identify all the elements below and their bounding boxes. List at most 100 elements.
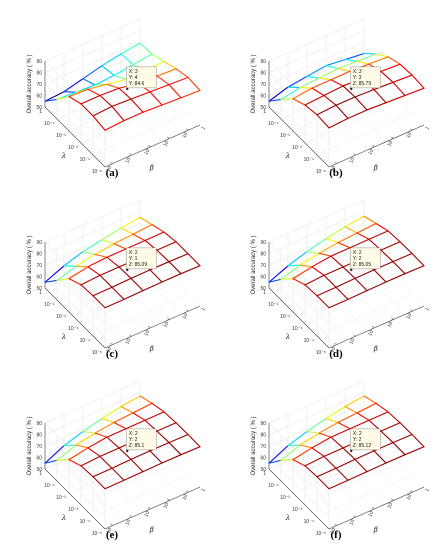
surface-edge: [287, 86, 301, 89]
surface-edge: [316, 295, 330, 309]
surface-edge: [130, 277, 144, 292]
surface-edge: [139, 42, 153, 55]
surface-mesh: [44, 395, 201, 490]
lambda-tick-label: 10⁻⁴: [304, 157, 314, 163]
datatip-line: Y: 2: [353, 437, 362, 443]
datatip-line: Y: 2: [129, 437, 138, 443]
surface-edge: [325, 238, 339, 244]
axes: [268, 242, 425, 349]
surface-edge: [335, 467, 349, 481]
surface-edge: [292, 278, 306, 286]
surface-edge: [94, 243, 115, 255]
datatip[interactable]: X: 2Y: 1Z: 85.09: [126, 247, 157, 272]
surface-edge: [130, 269, 151, 279]
datatip[interactable]: X: 3Y: 3Z: 85.79: [350, 66, 381, 91]
surface-edge: [94, 421, 115, 434]
surface-edge: [304, 455, 325, 467]
surface-edge: [151, 402, 165, 413]
beta-tick-label: 10⁻⁵: [329, 161, 339, 173]
lambda-tick-label: 10⁻³: [292, 507, 302, 513]
surface-edge: [316, 467, 337, 478]
grid-line: [44, 211, 141, 254]
lambda-tick-label: 1: [39, 471, 42, 477]
beta-axis-label: β: [149, 526, 154, 534]
datatip[interactable]: X: 3Y: 4Y: 84.6: [126, 66, 157, 91]
surface-edge: [142, 281, 163, 292]
z-axis-label: Overall accuracy ( % ): [27, 416, 33, 475]
grid-line: [44, 30, 141, 73]
chart-panel-c: 50 60 70 80 90 1 10⁻¹ 10⁻² 10⁻³ 10⁻⁴ 10⁻⁵ 10⁻⁵ 10⁻⁴ 1…: [0, 185, 224, 368]
grid-line: [287, 98, 349, 159]
surface-edge: [316, 286, 337, 297]
lambda-axis-label: λ: [61, 514, 66, 522]
surface-edge: [113, 412, 134, 424]
beta-tick-label: 10⁻¹: [405, 490, 415, 502]
chart-panel-f: 50 60 70 80 90 1 10⁻¹ 10⁻² 10⁻³ 10⁻⁴ 10⁻⁵ 10⁻⁵ 10⁻⁴ 1…: [224, 366, 448, 549]
surface-edge: [335, 286, 349, 300]
lambda-tick-label: 1: [263, 109, 266, 115]
surface-edge: [75, 444, 89, 449]
surface-edge: [111, 277, 132, 288]
surface-edge: [356, 222, 377, 234]
surface-edge: [163, 411, 177, 424]
lambda-tick-label: 10⁻⁵: [92, 531, 102, 537]
z-tick-label: 90: [36, 240, 42, 246]
surface-edge: [168, 261, 182, 275]
surface-edge: [323, 94, 337, 106]
surface-edge: [82, 417, 103, 433]
surface-mesh: [268, 395, 425, 490]
surface-edge: [111, 105, 125, 122]
surface-edge: [344, 52, 365, 61]
grid-line: [268, 199, 365, 243]
surface-edge: [373, 269, 387, 283]
grid-line: [92, 112, 189, 156]
surface-edge: [337, 232, 358, 244]
z-axis-label: Overall accuracy ( % ): [27, 54, 33, 113]
surface-edge: [287, 251, 308, 267]
panel-label-c: (c): [105, 348, 119, 360]
surface-edge: [325, 226, 346, 240]
axes: [268, 423, 425, 530]
datatip[interactable]: X: 2Y: 2Z: 85.1: [126, 428, 157, 453]
surface-edge: [125, 419, 146, 430]
surface-edge: [106, 256, 120, 268]
datatip[interactable]: X: 2Y: 2Z: 85.05: [350, 247, 381, 272]
surface-edge: [87, 266, 101, 276]
surface-edge: [299, 264, 313, 268]
beta-tick-label: 10⁻¹: [181, 128, 191, 140]
surface-edge: [92, 286, 113, 297]
beta-tick-label: 10⁻¹: [405, 309, 415, 321]
lambda-axis-label: λ: [61, 333, 66, 341]
lambda-tick-label: 10⁻¹: [268, 121, 278, 127]
datatip[interactable]: X: 2Y: 2Z: 85.12: [350, 428, 381, 453]
surface-edge: [404, 265, 425, 275]
surface-edge: [363, 215, 377, 225]
beta-tick-label: 10⁻²: [386, 317, 396, 329]
surface-edge: [92, 115, 106, 131]
surface-edge: [292, 447, 313, 461]
surface-edge: [363, 395, 377, 404]
surface-edge: [123, 111, 144, 122]
lambda-tick-label: 10⁻³: [68, 507, 78, 513]
beta-tick-label: 1: [424, 487, 431, 492]
lambda-axis-line: [268, 287, 330, 349]
surface-edge: [316, 476, 330, 490]
surface-edge: [342, 85, 356, 98]
beta-tick-label: 10⁻⁵: [105, 523, 115, 535]
surface-edge: [104, 298, 125, 309]
surface-edge: [349, 419, 370, 430]
surface-edge: [92, 467, 113, 478]
surface-edge: [392, 433, 413, 444]
beta-axis-label: β: [373, 164, 378, 172]
surface-edge: [411, 252, 425, 267]
surface-edge: [163, 231, 177, 243]
surface-edge: [292, 266, 313, 280]
datatip-box: [126, 428, 157, 451]
surface-edge: [80, 94, 101, 105]
grid-line: [44, 276, 106, 337]
grid-line: [306, 90, 368, 151]
z-tick-label: 60: [36, 274, 42, 280]
